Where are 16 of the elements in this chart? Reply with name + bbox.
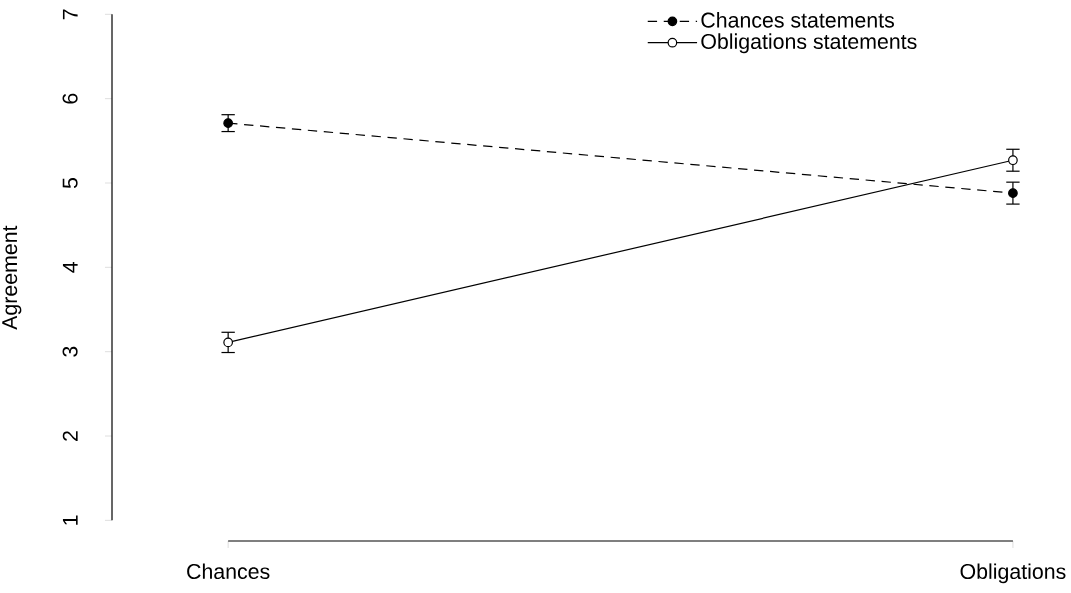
y-tick-label: 5 <box>62 177 78 189</box>
y-tick-label: 4 <box>62 262 78 273</box>
y-tick-label: 1 <box>62 515 78 525</box>
y-tick-label: 6 <box>62 93 78 104</box>
point <box>223 337 234 348</box>
x-tick-label: Obligations <box>960 563 1066 584</box>
y-tick-label: 2 <box>62 431 78 441</box>
legend-label: Chances statements <box>701 12 894 28</box>
y-tick-label: 7 <box>62 9 78 20</box>
point <box>1008 155 1018 166</box>
y-tick-label: 3 <box>62 346 78 357</box>
legend-label: Obligations statements <box>701 33 917 54</box>
point <box>1008 188 1018 198</box>
x-tick-label: Chances <box>187 563 270 580</box>
point <box>223 118 234 128</box>
y-axis-title: Agreement <box>2 225 22 330</box>
